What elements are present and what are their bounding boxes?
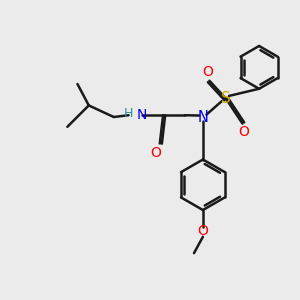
Text: N: N <box>137 108 147 122</box>
Text: O: O <box>202 65 213 79</box>
Text: H: H <box>123 107 133 120</box>
Text: O: O <box>197 224 208 238</box>
Text: N: N <box>197 110 208 124</box>
Text: O: O <box>238 125 249 139</box>
Text: S: S <box>221 92 231 106</box>
Text: O: O <box>150 146 161 161</box>
